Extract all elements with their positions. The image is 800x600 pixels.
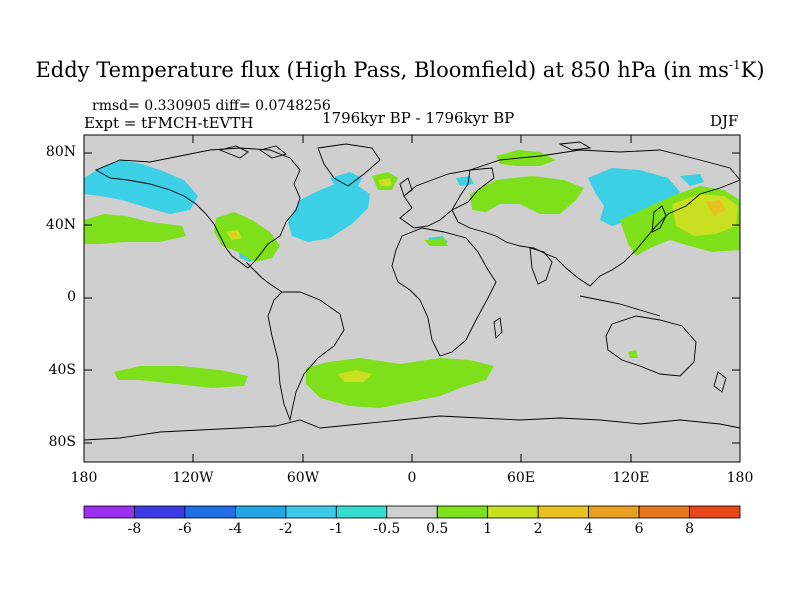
- colorbar-swatch: [588, 505, 640, 519]
- green-region-southatlantic: [306, 358, 494, 408]
- colorbar-label: 4: [584, 521, 594, 537]
- colorbar-swatch: [83, 505, 135, 519]
- cyan-region-northatlantic: [288, 182, 370, 242]
- coastlines: [84, 141, 740, 441]
- cyan-region-eurasia-north: [456, 176, 474, 186]
- colorbar-swatch: [184, 505, 236, 519]
- colorbar-swatch: [638, 505, 690, 519]
- coast-arctic-islands: [218, 141, 592, 159]
- coast-new-zealand: [713, 371, 727, 393]
- colorbar-label: 6: [634, 521, 644, 537]
- colorbar-swatch: [537, 505, 590, 519]
- flux-field: [84, 150, 740, 408]
- coast-japan: [651, 205, 667, 233]
- lon-label-120e: 120E: [612, 470, 650, 486]
- green-region-westpacific: [84, 214, 186, 244]
- orange-region-northamerica: [231, 232, 237, 237]
- lon-label-120w: 120W: [172, 470, 214, 486]
- lat-ticks: [84, 152, 740, 444]
- colorbar-swatch: [134, 505, 186, 519]
- colorbar-swatch: [436, 505, 489, 519]
- green-region-southpacific: [114, 366, 248, 388]
- lon-label-60e: 60E: [506, 470, 536, 486]
- lat-label-40n: 40N: [45, 217, 76, 233]
- lat-label-0: 0: [67, 289, 76, 305]
- coast-india: [529, 247, 553, 285]
- colorbar-swatch: [386, 505, 438, 519]
- colorbar-label: -2: [279, 521, 293, 537]
- lat-label-80s: 80S: [48, 434, 76, 450]
- colorbar-label: 0.5: [426, 521, 449, 537]
- colorbar-label: 8: [685, 521, 694, 537]
- lon-label-0: 0: [407, 470, 417, 486]
- green-region-eurasia: [470, 176, 584, 214]
- colorbar-label: -0.5: [373, 521, 401, 537]
- colorbar-label: 1: [483, 521, 493, 537]
- colorbar-swatch: [487, 505, 539, 519]
- coast-uk: [399, 177, 413, 197]
- lon-label-180w: 180: [70, 470, 98, 486]
- colorbar-swatch: [285, 505, 337, 519]
- colorbar-label: -1: [329, 521, 344, 537]
- green-region-mediterranean: [424, 238, 448, 246]
- cyan-region-northpacific: [84, 160, 198, 214]
- orange-region-eastasia: [706, 200, 726, 216]
- colorbar-swatch: [234, 505, 287, 519]
- green-region-australia: [628, 350, 638, 358]
- coast-indonesia: [579, 295, 661, 317]
- coast-madagascar: [493, 317, 503, 339]
- figure-title: Eddy Temperature flux (High Pass, Bloomf…: [35, 58, 765, 82]
- colorbar-label: -4: [228, 521, 243, 537]
- coast-asia: [451, 149, 740, 287]
- colorbar-label: -6: [178, 521, 192, 537]
- lon-label-60w: 60W: [286, 470, 320, 486]
- lat-label-40s: 40S: [48, 362, 76, 378]
- coast-australia: [605, 315, 697, 377]
- lon-ticks: [83, 135, 741, 462]
- coast-south-america: [267, 291, 345, 422]
- season-label: DJF: [710, 112, 739, 130]
- cyan-region-greenland: [330, 172, 362, 190]
- cyan-region-pacific-east: [680, 174, 704, 186]
- colorbar-swatch: [335, 505, 388, 519]
- colorbar: [83, 505, 741, 519]
- colorbar-swatch: [689, 505, 741, 519]
- yellow-region-southatlantic: [338, 370, 372, 382]
- yellow-region-iceland: [378, 178, 392, 186]
- lat-label-80n: 80N: [45, 144, 76, 160]
- colorbar-label: -8: [127, 521, 142, 537]
- experiment-label: Expt = tFMCH-tEVTH: [84, 114, 254, 132]
- coast-antarctica: [84, 415, 740, 441]
- green-region-northeurope: [496, 150, 556, 166]
- coast-africa: [391, 227, 497, 357]
- colorbar-label: 2: [533, 521, 543, 537]
- lon-label-180e: 180: [726, 470, 754, 486]
- stats-label: rmsd= 0.330905 diff= 0.0748256: [92, 98, 331, 114]
- period-label: 1796kyr BP - 1796kyr BP: [322, 109, 515, 127]
- coast-central-america: [245, 261, 283, 293]
- coast-greenland: [317, 143, 381, 187]
- cyan-region-siberia: [588, 168, 680, 226]
